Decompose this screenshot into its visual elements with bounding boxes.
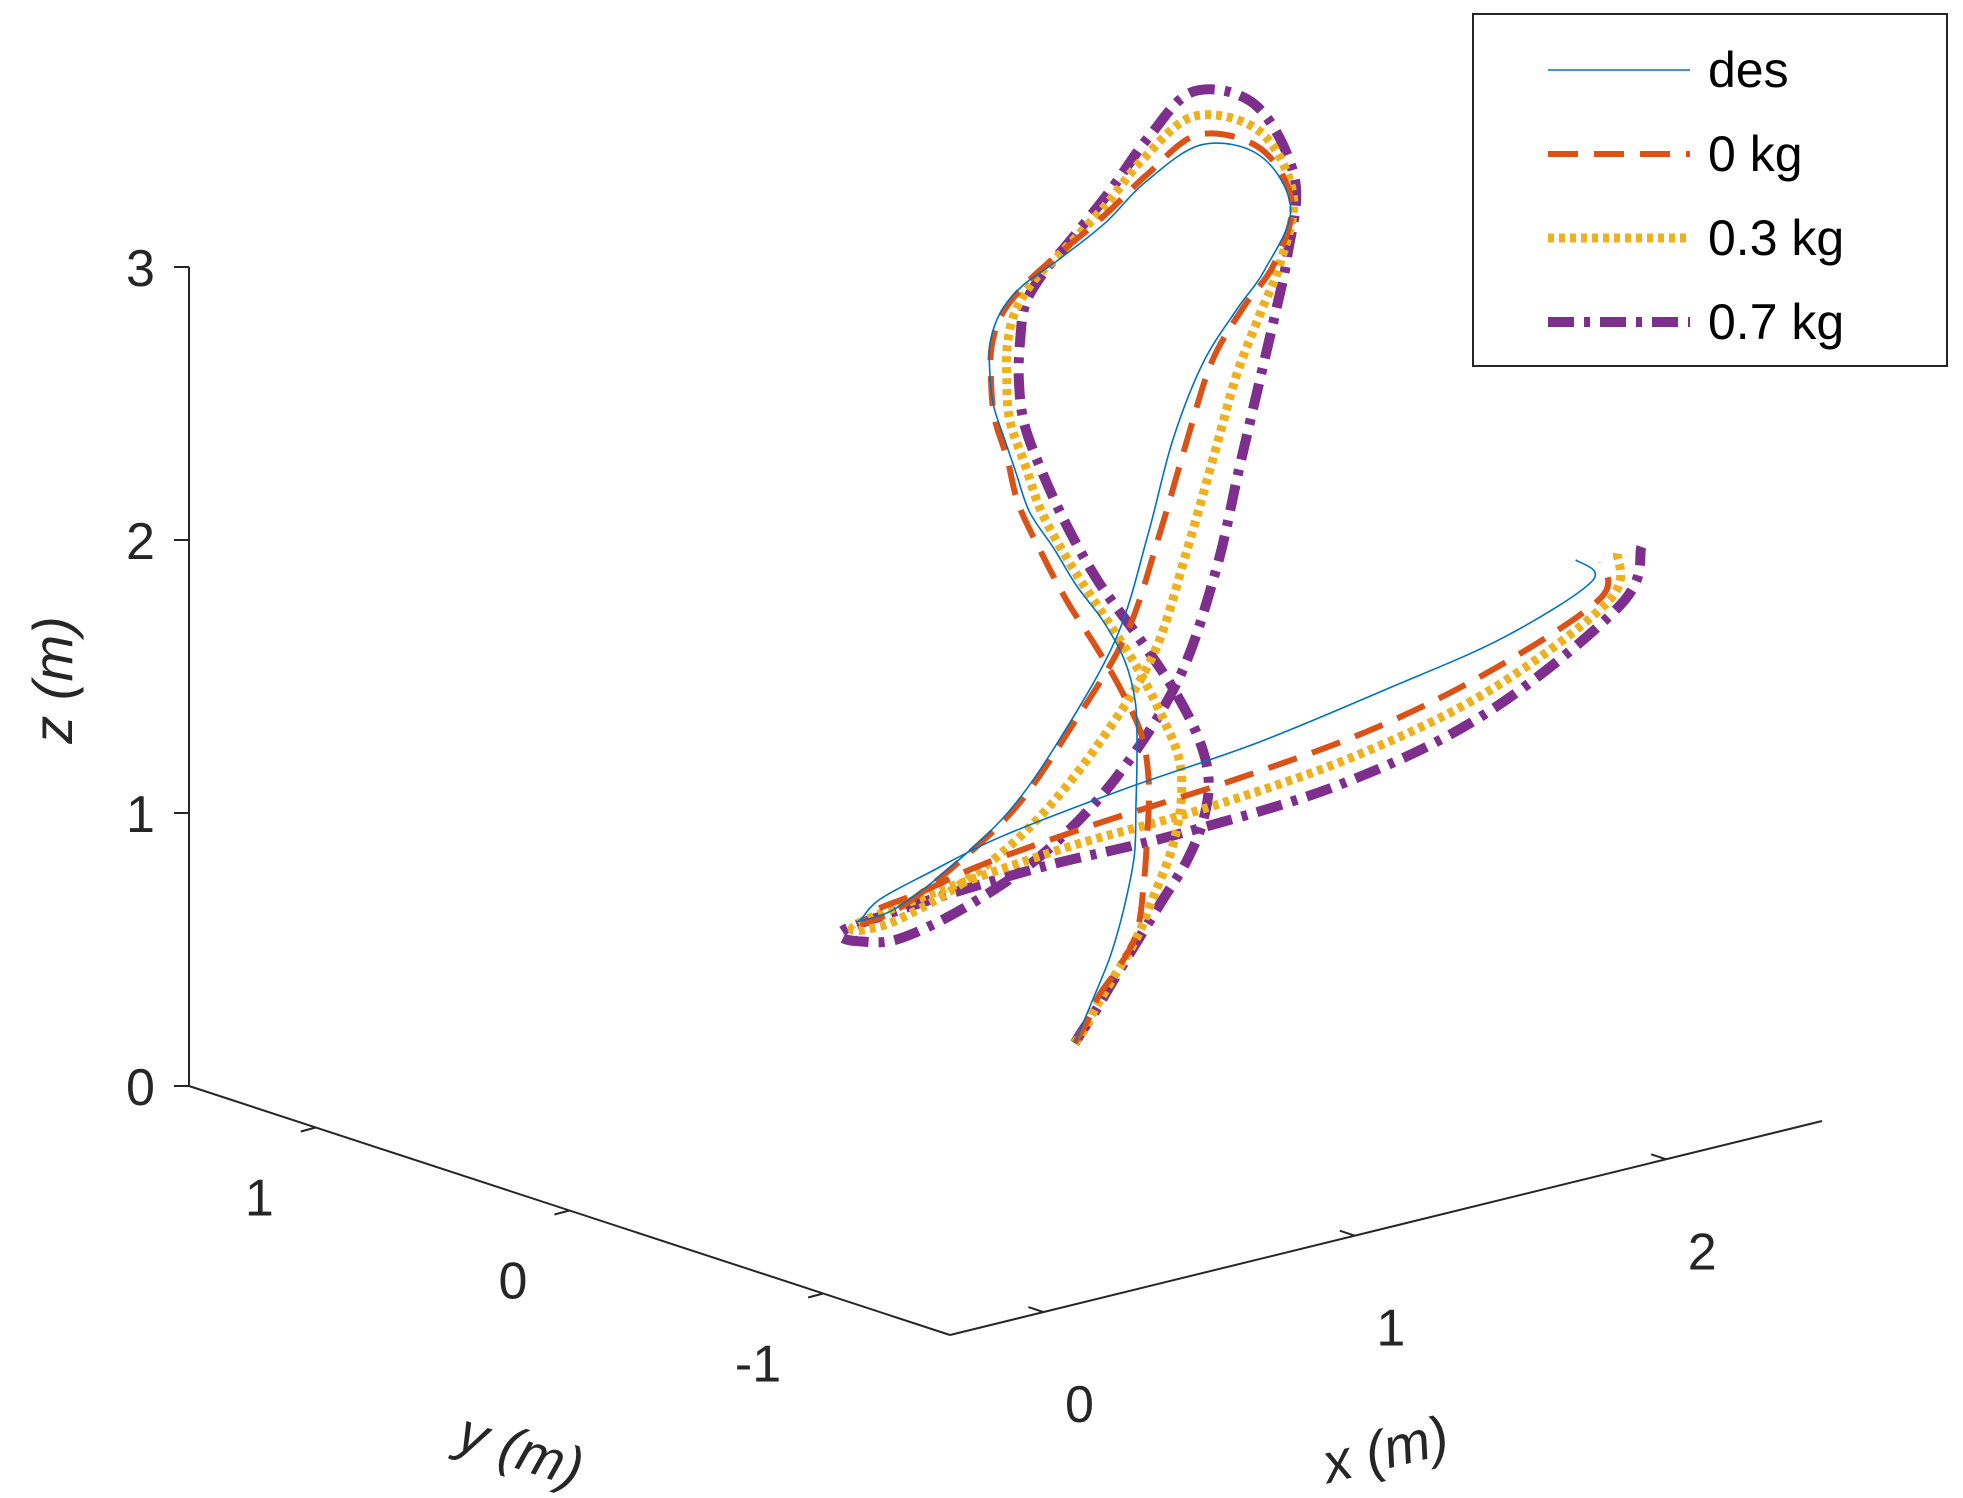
y-tick [300,1126,317,1133]
x-tick-label: 0 [1065,1376,1094,1434]
axis-tick-labels: 0 1 2 3 1 0 -1 0 1 2 [126,240,1717,1434]
y-tick [554,1209,570,1216]
legend-label: 0.7 kg [1708,294,1844,350]
series-line-0-3-kg [847,110,1626,1046]
y-axis-line [188,1085,951,1336]
z-tick-label: 0 [126,1059,155,1117]
y-tick-label: 1 [245,1170,274,1228]
z-tick-label: 3 [126,240,155,298]
y-axis-title: y (m) [447,1399,592,1498]
y-tick-label: 0 [499,1253,528,1311]
axis-titles: x (m) y (m) z (m) [21,616,1455,1498]
series-line-des [855,142,1596,1044]
z-axis-title: z (m) [21,616,84,745]
x-tick [1028,1306,1044,1314]
x-tick [1650,1153,1667,1161]
z-tick-label: 2 [126,513,155,571]
x-axis-title: x (m) [1313,1403,1455,1496]
legend-label: des [1708,42,1789,98]
legend-label: 0.3 kg [1708,210,1844,266]
x-tick [1339,1229,1356,1237]
axis-ticks [173,266,1667,1314]
x-tick-label: 2 [1688,1223,1717,1281]
legend-label: 0 kg [1708,126,1803,182]
y-tick [807,1292,824,1299]
legend: des 0 kg 0.3 kg 0.7 kg [1472,13,1948,367]
legend-box [1472,13,1948,367]
series-layer [834,84,1647,1046]
z-tick-label: 1 [126,786,155,844]
y-tick-label: -1 [735,1336,781,1394]
x-axis-line [949,1120,1823,1336]
x-tick-label: 1 [1376,1300,1405,1358]
axes-frame [188,267,1823,1336]
